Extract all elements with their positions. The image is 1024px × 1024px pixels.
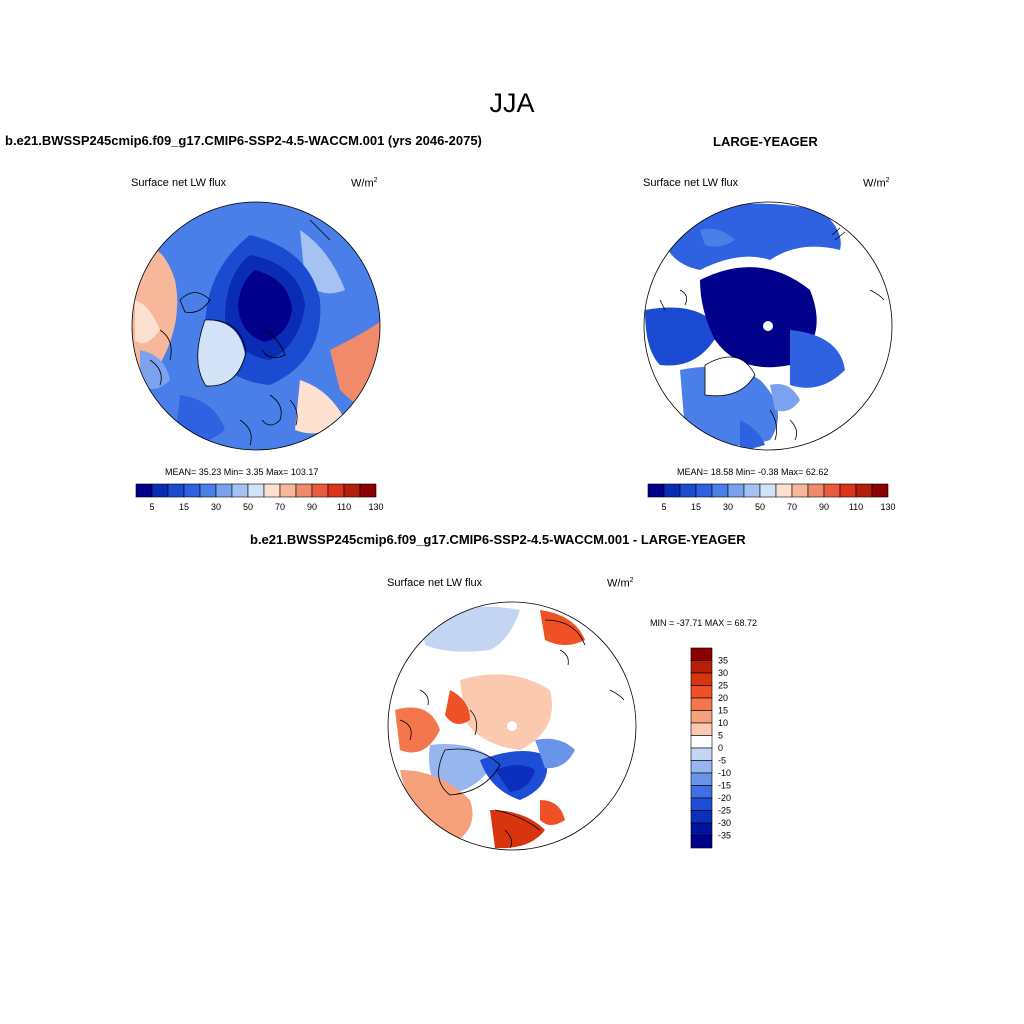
panel3-colorbar-label: 5 [718,731,723,741]
panel3-colorbar-label: -35 [718,831,731,841]
panel3-colorbar-swatch [690,835,713,849]
panel3-colorbar-swatch [690,735,713,749]
panel3-colorbar-swatch [690,672,713,686]
panel3-colorbar-swatch [690,772,713,786]
panel1-colorbar-label: 110 [337,502,351,512]
panel3-colorbar-label: -10 [718,768,731,778]
panel1-variable-label: Surface net LW flux [131,177,227,189]
panel2-stats: MEAN= 18.58 Min= -0.38 Max= 62.62 [677,467,829,477]
panel2-colorbar-label: 70 [787,502,797,512]
panel3-colorbar-swatch [690,697,713,711]
panel1-colorbar-swatch [359,483,377,498]
panel3-colorbar-swatch [690,722,713,736]
panel3-colorbar-label: 30 [718,668,728,678]
panel3-colorbar-swatch [690,822,713,836]
panel3-colorbar-swatch [690,797,713,811]
panel3-colorbar-swatch [690,747,713,761]
panel1-colorbar-label: 5 [149,502,154,512]
panel3-colorbar-swatch [690,685,713,699]
panel3-colorbar-swatch [690,760,713,774]
panel3-colorbar-label: -5 [718,756,726,766]
panel3-colorbar-label: -25 [718,806,731,816]
panel3-colorbar-label: -15 [718,781,731,791]
panel3-colorbar-label: 15 [718,706,728,716]
panel1-units: W/m2 [351,177,378,190]
panel1-stats: MEAN= 35.23 Min= 3.35 Max= 103.17 [165,467,319,477]
panel1-colorbar-label: 130 [368,502,383,512]
panel3-heading: b.e21.BWSSP245cmip6.f09_g17.CMIP6-SSP2-4… [250,532,746,547]
panel2-colorbar-label: 90 [819,502,829,512]
panel3-colorbar-swatch [690,810,713,824]
panel3-colorbar-swatch [690,710,713,724]
panel2-colorbar-label: 15 [691,502,701,512]
panel3-colorbar-label: 25 [718,681,728,691]
panel1-colorbar-label: 70 [275,502,285,512]
panel2-colorbar-label: 50 [755,502,765,512]
panel2-heading: LARGE-YEAGER [713,134,818,149]
panel3-colorbar-label: 20 [718,693,728,703]
panel2-variable-label: Surface net LW flux [643,177,739,189]
panel2-colorbar-label: 110 [849,502,863,512]
panel2-colorbar-swatch [871,483,889,498]
panel1-heading: b.e21.BWSSP245cmip6.f09_g17.CMIP6-SSP2-4… [5,133,482,148]
panel2-colorbar-label: 30 [723,502,733,512]
panel1-colorbar-label: 30 [211,502,221,512]
panel2-units: W/m2 [863,177,890,190]
panel3-colorbar-label: -20 [718,793,731,803]
panel3-units: W/m2 [607,577,634,590]
panel3-colorbar-swatch [690,785,713,799]
panel3-colorbar-label: -30 [718,818,731,828]
panel3-colorbar-label: 35 [718,656,728,666]
panel1-colorbar-label: 15 [179,502,189,512]
panel3-colorbar-swatch [690,660,713,674]
panel3-colorbar-label: 0 [718,743,723,753]
figure-title: JJA [489,88,535,118]
panel3-colorbar-label: 10 [718,718,728,728]
panel1-colorbar-label: 50 [243,502,253,512]
panel3-stats: MIN = -37.71 MAX = 68.72 [650,618,758,628]
panel2-colorbar-label: 130 [880,502,895,512]
panel2-colorbar-label: 5 [661,502,666,512]
panel3-colorbar-swatch [690,647,713,661]
panel1-colorbar-label: 90 [307,502,317,512]
panel3-variable-label: Surface net LW flux [387,577,483,589]
